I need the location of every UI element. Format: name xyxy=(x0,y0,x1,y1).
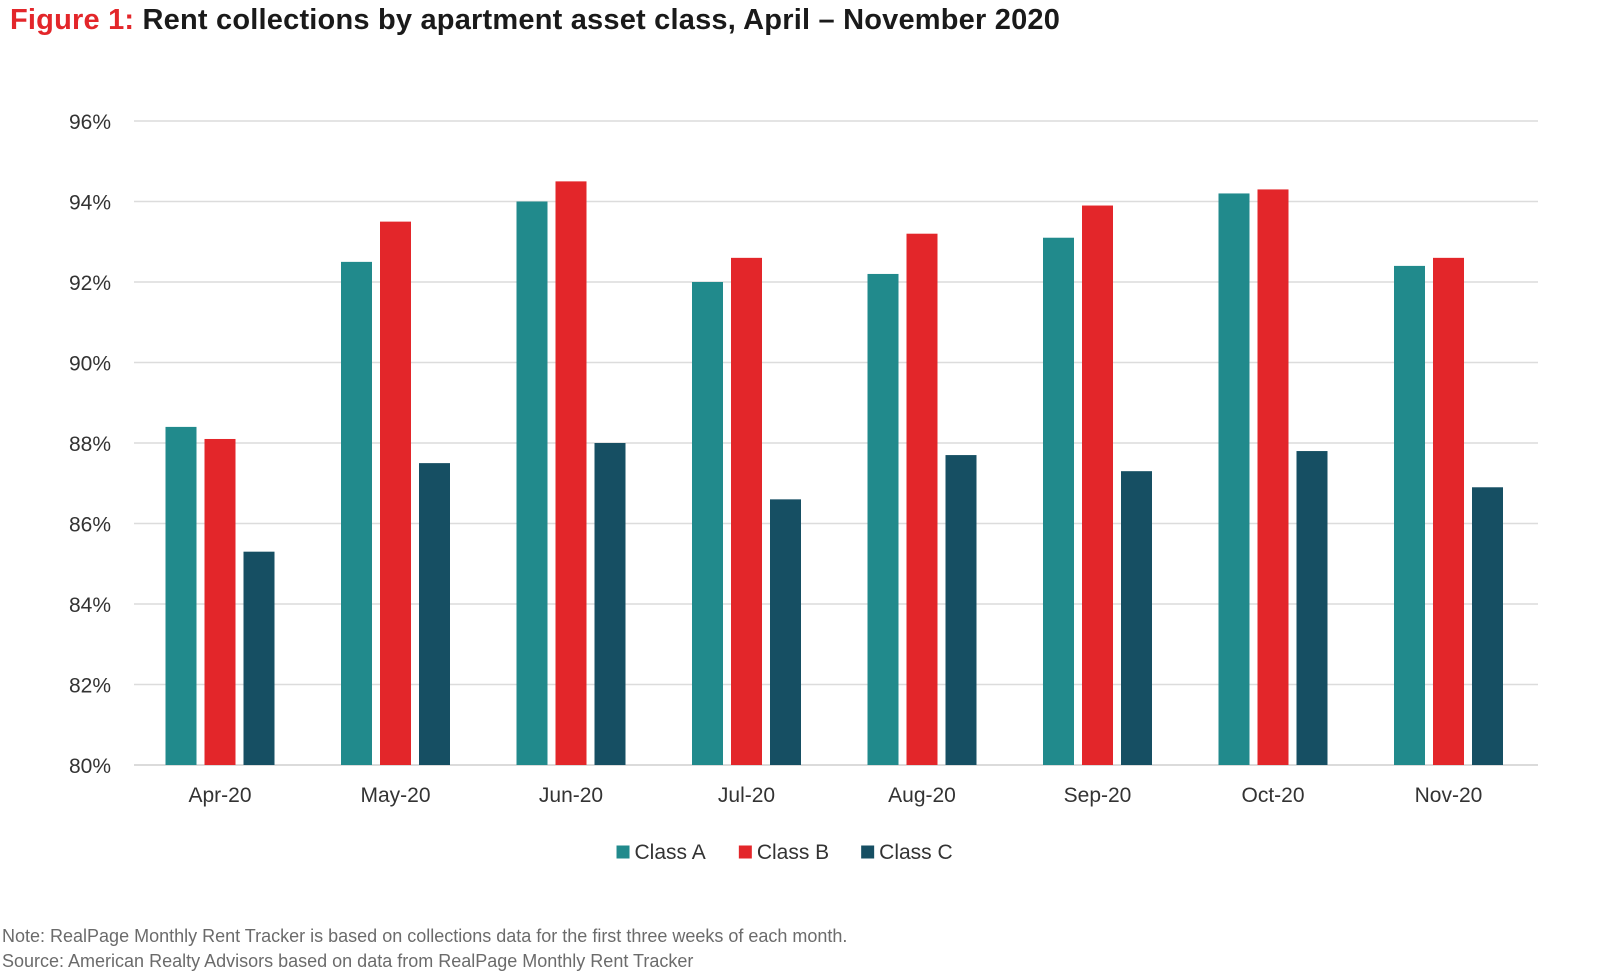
x-tick-label: Sep-20 xyxy=(1064,784,1132,807)
bar-class-b-jun-20 xyxy=(555,181,587,765)
legend: Class A Class B Class C xyxy=(616,841,953,864)
legend-swatch xyxy=(616,845,630,859)
bar-class-a-may-20 xyxy=(341,261,372,765)
figure-label: Figure 1: xyxy=(10,4,135,36)
y-tick-label: 84% xyxy=(69,594,111,617)
y-tick-label: 86% xyxy=(69,514,111,537)
y-tick-label: 92% xyxy=(69,272,111,295)
footnotes: Note: RealPage Monthly Rent Tracker is b… xyxy=(2,924,847,974)
y-tick-label: 80% xyxy=(69,755,111,778)
chart-title: Figure 1: Rent collections by apartment … xyxy=(10,4,1060,37)
x-tick-label: Oct-20 xyxy=(1241,784,1304,807)
x-tick-label: Jun-20 xyxy=(539,784,603,807)
x-tick-label: Aug-20 xyxy=(888,784,956,807)
source-text: Source: American Realty Advisors based o… xyxy=(2,951,694,971)
y-tick-label: 90% xyxy=(69,353,111,376)
bar-chart: 80% 82% 84% 86% 88% 90% 92% 94% 96% Apr-20 May-20… xyxy=(69,111,1538,864)
bar-class-c-may-20 xyxy=(419,463,450,765)
bar-class-a-jul-20 xyxy=(692,282,723,765)
bar-class-b-aug-20 xyxy=(906,233,938,765)
legend-swatch xyxy=(738,845,752,859)
bar-class-c-sep-20 xyxy=(1121,471,1152,765)
legend-swatch xyxy=(861,845,875,859)
bar-class-b-sep-20 xyxy=(1082,205,1113,765)
y-tick-label: 94% xyxy=(69,192,111,215)
title-text: Rent collections by apartment asset clas… xyxy=(142,4,1061,36)
x-tick-label: May-20 xyxy=(360,784,430,807)
legend-label: Class B xyxy=(757,841,829,864)
bar-class-c-jul-20 xyxy=(770,499,801,765)
bar-class-a-aug-20 xyxy=(867,273,899,765)
bar-class-a-nov-20 xyxy=(1394,265,1425,765)
bar-class-c-jun-20 xyxy=(594,443,626,765)
bar-class-c-apr-20 xyxy=(243,551,275,765)
y-tick-label: 82% xyxy=(69,675,111,698)
bar-class-a-sep-20 xyxy=(1043,237,1074,766)
bar-class-c-oct-20 xyxy=(1296,451,1328,765)
bar-class-c-nov-20 xyxy=(1472,487,1503,765)
x-tick-label: Apr-20 xyxy=(188,784,251,807)
bar-class-a-oct-20 xyxy=(1218,193,1250,765)
x-tick-label: Jul-20 xyxy=(718,784,775,807)
bar-class-c-aug-20 xyxy=(945,455,977,765)
x-tick-label: Nov-20 xyxy=(1415,784,1483,807)
bar-class-b-oct-20 xyxy=(1257,189,1289,766)
y-axis-ticks: 80% 82% 84% 86% 88% 90% 92% 94% 96% xyxy=(69,111,111,778)
bar-class-b-nov-20 xyxy=(1433,257,1464,765)
legend-label: Class A xyxy=(635,841,706,864)
bar-class-a-jun-20 xyxy=(516,201,548,765)
y-tick-label: 88% xyxy=(69,433,111,456)
bar-class-b-may-20 xyxy=(380,221,411,765)
bars xyxy=(165,181,1503,766)
bar-class-b-jul-20 xyxy=(731,257,762,765)
x-axis-ticks: Apr-20 May-20 Jun-20 Jul-20 Aug-20 Sep-20 Oct-… xyxy=(188,784,1482,807)
bar-class-b-apr-20 xyxy=(204,438,236,765)
y-tick-label: 96% xyxy=(69,111,111,134)
note-text: Note: RealPage Monthly Rent Tracker is b… xyxy=(2,926,848,946)
legend-label: Class C xyxy=(879,841,953,864)
bar-class-a-apr-20 xyxy=(165,426,197,765)
